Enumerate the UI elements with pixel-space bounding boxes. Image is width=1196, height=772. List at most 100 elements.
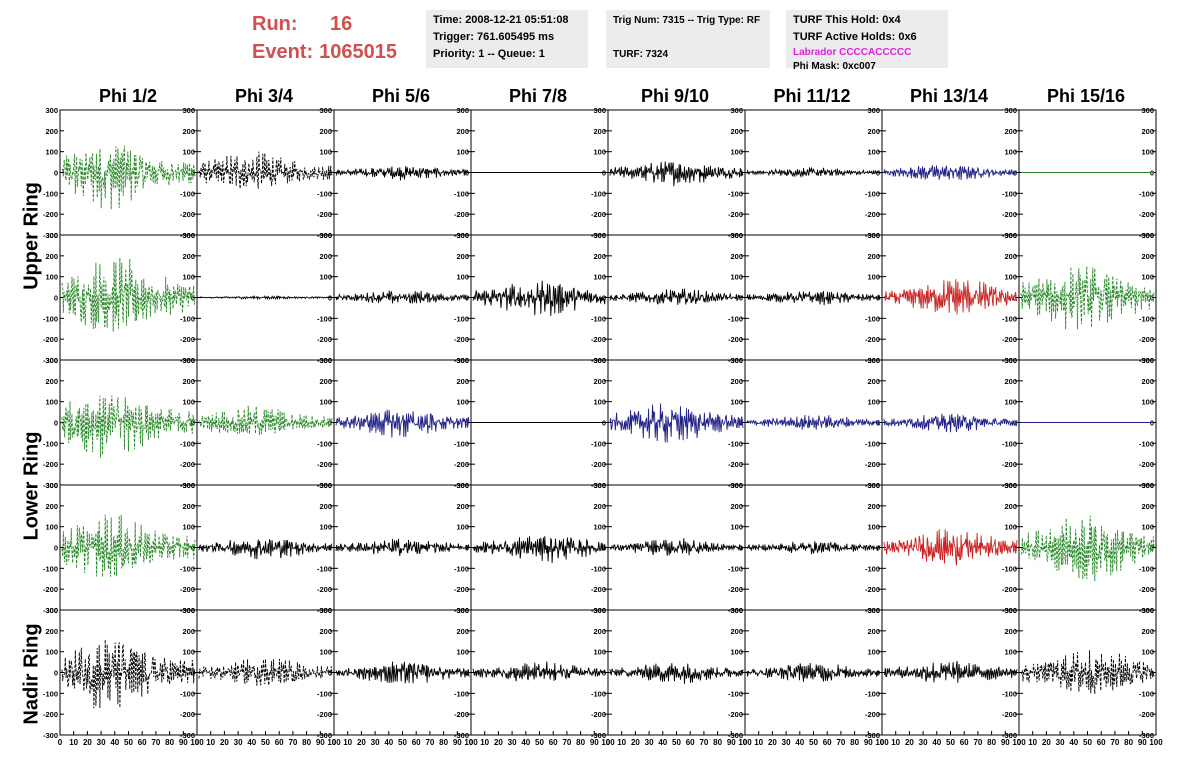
- y-tick-label: -100: [454, 564, 469, 573]
- y-tick-label: -200: [865, 585, 880, 594]
- x-tick-label: 30: [234, 738, 243, 747]
- x-tick-label: 0: [332, 738, 337, 747]
- y-tick-label: 200: [456, 127, 469, 136]
- x-tick-label: 60: [686, 738, 695, 747]
- waveform-r2-c5: [746, 414, 881, 430]
- y-tick-label: 200: [867, 377, 880, 386]
- run-row: Run: 16: [252, 10, 397, 38]
- y-tick-label: -100: [1139, 314, 1154, 323]
- y-tick-label: -100: [865, 439, 880, 448]
- x-tick-label: 0: [606, 738, 611, 747]
- x-tick-label: 60: [275, 738, 284, 747]
- y-tick-label: 300: [456, 356, 469, 365]
- y-tick-label: 200: [456, 377, 469, 386]
- y-tick-label: 100: [1141, 148, 1154, 157]
- y-tick-label: 100: [456, 398, 469, 407]
- y-tick-label: 200: [593, 252, 606, 261]
- y-tick-label: 300: [182, 481, 195, 490]
- waveform-r1-c2: [335, 290, 470, 304]
- y-tick-label: -200: [317, 210, 332, 219]
- y-tick-label: 100: [182, 523, 195, 532]
- y-tick-label: -200: [591, 335, 606, 344]
- y-tick-label: -200: [454, 460, 469, 469]
- phi-title-6: Phi 11/12: [773, 86, 851, 106]
- x-tick-label: 100: [327, 738, 341, 747]
- y-tick-label: 0: [54, 419, 58, 428]
- waveform-r4-c3: [472, 661, 607, 682]
- y-tick-label: -200: [591, 460, 606, 469]
- y-tick-label: -200: [728, 335, 743, 344]
- waveform-r2-c0: [61, 395, 196, 458]
- waveform-r4-c4: [609, 663, 744, 684]
- y-tick-label: -200: [1139, 210, 1154, 219]
- x-tick-label: 100: [1149, 738, 1163, 747]
- y-tick-label: -100: [728, 439, 743, 448]
- y-tick-label: 200: [182, 252, 195, 261]
- y-tick-label: 200: [45, 627, 58, 636]
- x-tick-label: 70: [1110, 738, 1119, 747]
- x-tick-label: 100: [1012, 738, 1026, 747]
- waveform-r3-c5: [746, 541, 881, 555]
- y-tick-label: 100: [730, 273, 743, 282]
- y-tick-label: -100: [865, 314, 880, 323]
- y-tick-label: -100: [728, 564, 743, 573]
- y-tick-label: 0: [54, 294, 58, 303]
- y-tick-label: -200: [43, 460, 58, 469]
- trig-num-text: Trig Num: 7315 -- Trig Type: RF: [613, 15, 761, 26]
- y-tick-label: 0: [191, 419, 195, 428]
- y-tick-label: 300: [1004, 481, 1017, 490]
- y-tick-label: 100: [182, 648, 195, 657]
- y-tick-label: -200: [728, 210, 743, 219]
- waveform-r1-c6: [883, 279, 1018, 315]
- y-tick-label: 300: [45, 231, 58, 240]
- y-tick-label: 0: [1150, 419, 1154, 428]
- x-tick-label: 80: [987, 738, 996, 747]
- y-tick-label: 300: [730, 606, 743, 615]
- y-tick-label: -200: [454, 710, 469, 719]
- turf-hold-text: TURF This Hold: 0x4: [793, 14, 901, 26]
- y-tick-label: 100: [593, 148, 606, 157]
- event-label: Event:: [252, 41, 314, 63]
- x-tick-label: 80: [302, 738, 311, 747]
- x-tick-label: 40: [384, 738, 393, 747]
- turf-info-box: TURF This Hold: 0x4 TURF Active Holds: 0…: [786, 10, 948, 72]
- x-tick-label: 10: [617, 738, 626, 747]
- x-tick-label: 30: [371, 738, 380, 747]
- y-tick-label: 300: [456, 231, 469, 240]
- y-tick-label: 300: [1141, 606, 1154, 615]
- y-tick-label: 300: [867, 481, 880, 490]
- time-info-box: Time: 2008-12-21 05:51:08 Trigger: 761.6…: [426, 10, 588, 68]
- x-tick-label: 20: [905, 738, 914, 747]
- x-tick-label: 10: [69, 738, 78, 747]
- y-tick-label: 0: [602, 169, 606, 178]
- y-tick-label: -100: [180, 314, 195, 323]
- y-tick-label: -200: [180, 710, 195, 719]
- y-tick-label: 200: [1141, 252, 1154, 261]
- x-tick-label: 20: [83, 738, 92, 747]
- y-tick-label: 0: [191, 169, 195, 178]
- x-tick-label: 0: [743, 738, 748, 747]
- y-tick-label: 300: [45, 356, 58, 365]
- x-tick-label: 80: [439, 738, 448, 747]
- y-tick-label: -300: [43, 731, 58, 740]
- y-tick-label: -200: [728, 585, 743, 594]
- x-tick-label: 100: [875, 738, 889, 747]
- waveform-r3-c6: [883, 529, 1018, 566]
- x-tick-label: 90: [453, 738, 462, 747]
- x-tick-label: 30: [1056, 738, 1065, 747]
- y-tick-label: 100: [1004, 523, 1017, 532]
- y-tick-label: 200: [182, 627, 195, 636]
- y-tick-label: -200: [1002, 710, 1017, 719]
- y-tick-label: 100: [319, 648, 332, 657]
- y-tick-label: 200: [182, 377, 195, 386]
- x-tick-label: 50: [809, 738, 818, 747]
- y-tick-label: 0: [602, 294, 606, 303]
- x-tick-label: 80: [713, 738, 722, 747]
- y-tick-label: -200: [43, 585, 58, 594]
- x-tick-label: 0: [58, 738, 63, 747]
- y-tick-label: 200: [319, 252, 332, 261]
- y-tick-label: -200: [43, 710, 58, 719]
- y-tick-label: 100: [1004, 148, 1017, 157]
- x-tick-label: 40: [110, 738, 119, 747]
- y-tick-label: 300: [867, 606, 880, 615]
